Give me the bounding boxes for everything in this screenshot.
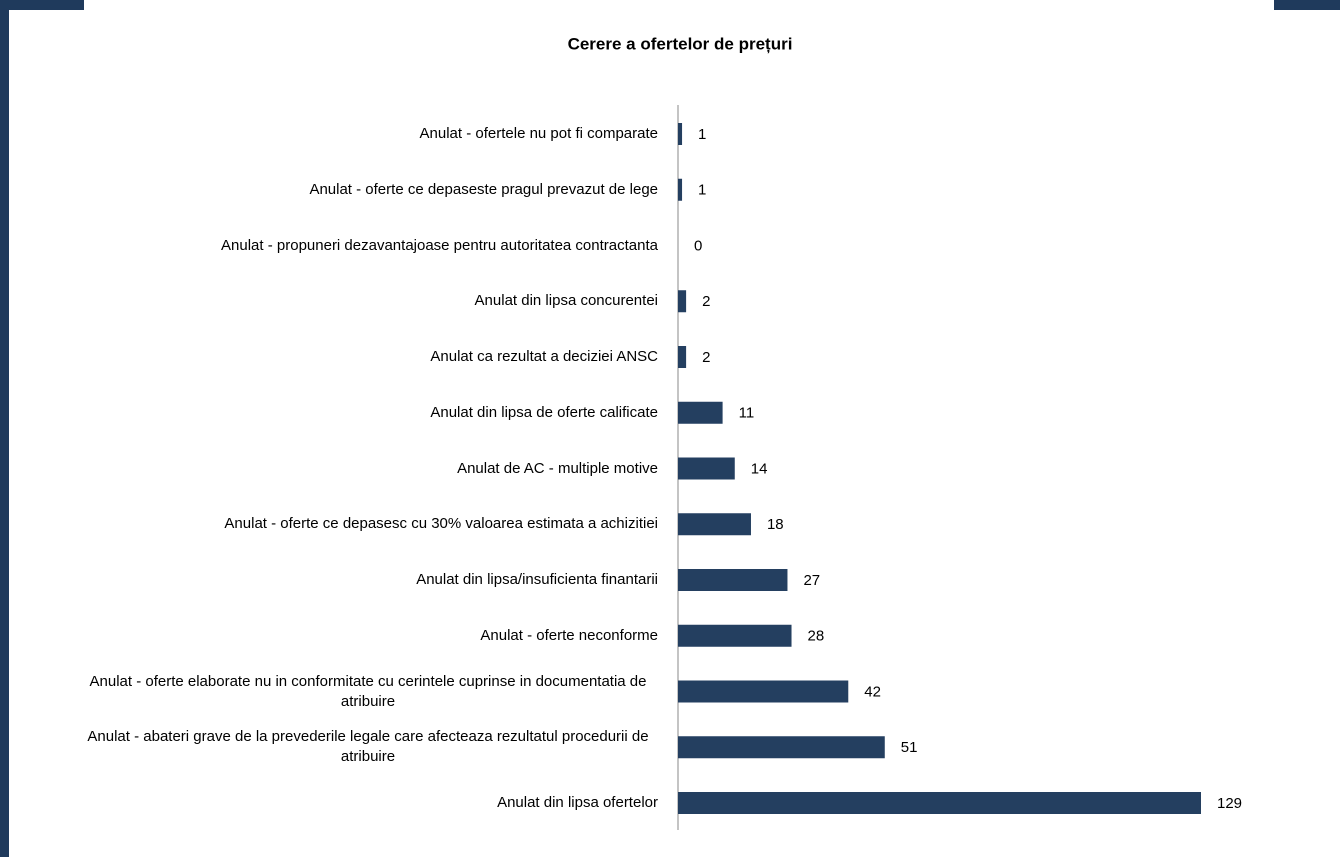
value-label: 1 [698, 182, 706, 199]
bar [678, 792, 1201, 814]
category-label-box: Anulat din lipsa de oferte calificate [78, 388, 658, 438]
category-label: Anulat din lipsa concurentei [474, 292, 658, 310]
category-label: Anulat - ofertele nu pot fi comparate [419, 125, 658, 142]
bar [678, 178, 683, 201]
chart-title: Cerere a ofertelor de prețuri [568, 34, 793, 53]
category-label-box: Anulat din lipsa ofertelor [78, 778, 658, 828]
category-label: Anulat - propuneri dezavantajoase pentru… [221, 236, 658, 254]
category-label: Anulat de AC - multiple motive [457, 459, 658, 477]
category-label: Anulat din lipsa ofertelor [497, 794, 658, 811]
bar [678, 123, 683, 145]
value-label: 28 [808, 628, 825, 645]
bar [678, 569, 788, 591]
bar [678, 290, 687, 313]
category-label-box: Anulat - oferte ce depasesc cu 30% valoa… [78, 499, 658, 549]
bar [678, 401, 723, 424]
category-label-box: Anulat din lipsa/insuficienta finantarii [78, 555, 658, 605]
value-label: 14 [751, 460, 768, 477]
bar [678, 457, 735, 480]
category-label: Anulat - oferte neconforme [480, 626, 658, 644]
value-label: 27 [803, 572, 820, 589]
category-label: Anulat - oferte ce depaseste pragul prev… [309, 180, 658, 198]
category-label: Anulat - oferte elaborate nu in conformi… [89, 672, 647, 710]
category-label: Anulat - oferte ce depasesc cu 30% valoa… [224, 515, 658, 533]
value-label: 2 [702, 349, 710, 366]
bar [678, 346, 687, 368]
bar [678, 624, 792, 647]
category-label-box: Anulat de AC - multiple motive [78, 444, 658, 494]
category-label-box: Anulat - propuneri dezavantajoase pentru… [78, 221, 658, 271]
category-label: Anulat - abateri grave de la prevederile… [87, 728, 649, 766]
left-border [0, 0, 9, 857]
category-label-box: Anulat - oferte ce depaseste pragul prev… [78, 165, 658, 215]
value-label: 51 [901, 739, 918, 756]
category-label-box: Anulat - abateri grave de la prevederile… [78, 722, 658, 772]
value-label: 0 [694, 237, 702, 254]
category-label-box: Anulat ca rezultat a deciziei ANSC [78, 332, 658, 382]
bar [678, 513, 751, 536]
category-label-box: Anulat din lipsa concurentei [78, 276, 658, 326]
value-label: 42 [864, 683, 881, 700]
value-label: 2 [702, 293, 710, 310]
value-label: 18 [767, 516, 784, 533]
category-label-box: Anulat - ofertele nu pot fi comparate [78, 109, 658, 159]
value-label: 129 [1217, 795, 1242, 812]
value-label: 1 [698, 126, 706, 143]
category-label-box: Anulat - oferte neconforme [78, 611, 658, 661]
value-label: 11 [739, 405, 755, 422]
bar [678, 680, 849, 703]
category-label: Anulat ca rezultat a deciziei ANSC [430, 348, 658, 365]
category-label: Anulat din lipsa/insuficienta finantarii [416, 571, 658, 588]
bar [678, 736, 885, 759]
top-gap [84, 0, 1274, 10]
category-label: Anulat din lipsa de oferte calificate [430, 403, 658, 421]
category-label-box: Anulat - oferte elaborate nu in conformi… [78, 667, 658, 717]
